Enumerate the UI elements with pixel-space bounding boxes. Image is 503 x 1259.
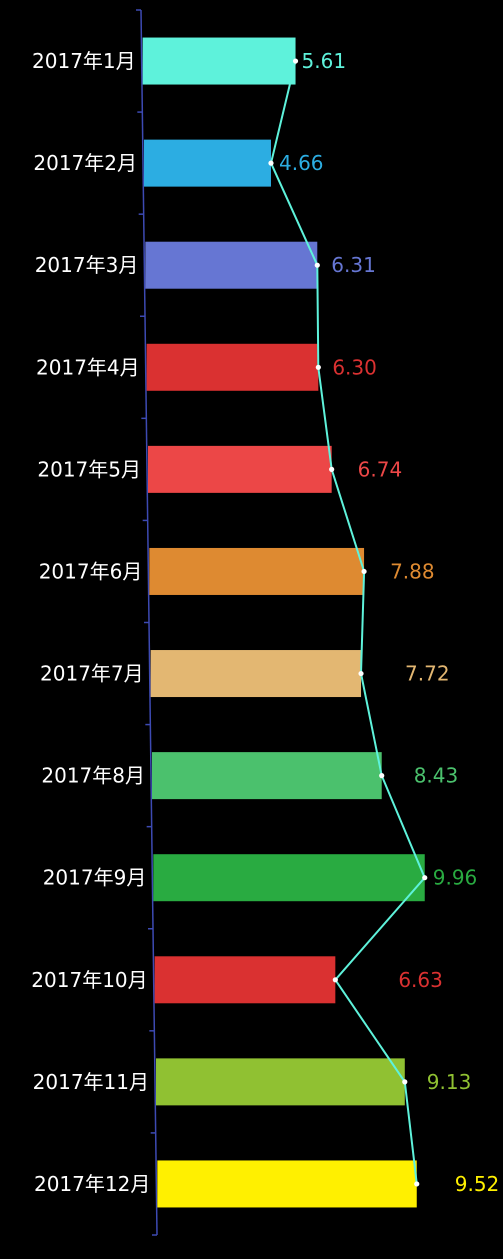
category-label: 2017年1月 <box>32 49 136 73</box>
bar <box>154 956 336 1004</box>
value-label: 9.13 <box>427 1070 472 1094</box>
bars-group <box>142 37 425 1208</box>
trend-line-group <box>268 58 428 1187</box>
bar <box>157 1160 417 1208</box>
line-point <box>315 364 321 370</box>
category-label: 2017年12月 <box>34 1172 150 1196</box>
category-labels-group: 2017年1月 2017年2月 2017年3月 2017年4月 2017年5月 2017年… <box>31 49 150 1196</box>
value-labels-group: 5.61 4.66 6.31 6.30 6.74 7.88 7.72 8.43 9.96 6.63… <box>279 49 499 1196</box>
category-label: 2017年3月 <box>35 253 139 277</box>
line-point <box>329 466 335 472</box>
line-point <box>332 977 338 983</box>
line-point <box>358 670 364 677</box>
category-label: 2017年7月 <box>40 662 144 686</box>
category-label: 2017年8月 <box>41 764 145 788</box>
bar <box>142 37 296 85</box>
trend-line <box>269 60 426 1185</box>
value-label: 7.72 <box>405 662 450 686</box>
category-label: 2017年6月 <box>39 559 143 583</box>
value-label: 8.43 <box>414 764 459 788</box>
category-axis-group <box>136 9 158 1236</box>
value-label: 6.31 <box>331 253 376 277</box>
bar <box>144 139 271 187</box>
value-label: 7.88 <box>390 559 435 583</box>
bar <box>146 343 319 391</box>
line-point <box>361 568 367 575</box>
category-label: 2017年11月 <box>33 1070 149 1094</box>
category-label: 2017年5月 <box>37 457 141 481</box>
category-label: 2017年2月 <box>33 151 137 175</box>
line-point <box>414 1181 420 1187</box>
line-point <box>422 875 428 881</box>
value-label: 6.63 <box>398 968 443 992</box>
line-point <box>402 1079 408 1085</box>
category-label: 2017年10月 <box>31 968 147 992</box>
category-label: 2017年4月 <box>36 355 140 379</box>
value-label: 9.96 <box>433 866 478 890</box>
bar <box>152 752 382 800</box>
bar <box>156 1058 405 1106</box>
value-label: 5.61 <box>302 49 347 73</box>
value-label: 6.74 <box>358 457 403 481</box>
bar <box>153 854 425 902</box>
bar <box>145 241 318 289</box>
bar <box>150 650 362 698</box>
bar <box>148 445 332 493</box>
line-point <box>379 773 385 779</box>
category-label: 2017年9月 <box>43 866 147 890</box>
value-label: 4.66 <box>279 151 324 175</box>
line-point <box>292 58 299 64</box>
line-point <box>314 262 320 268</box>
line-point <box>268 160 274 166</box>
value-label: 6.30 <box>332 355 377 379</box>
bar <box>149 547 365 595</box>
value-label: 9.52 <box>455 1172 500 1196</box>
